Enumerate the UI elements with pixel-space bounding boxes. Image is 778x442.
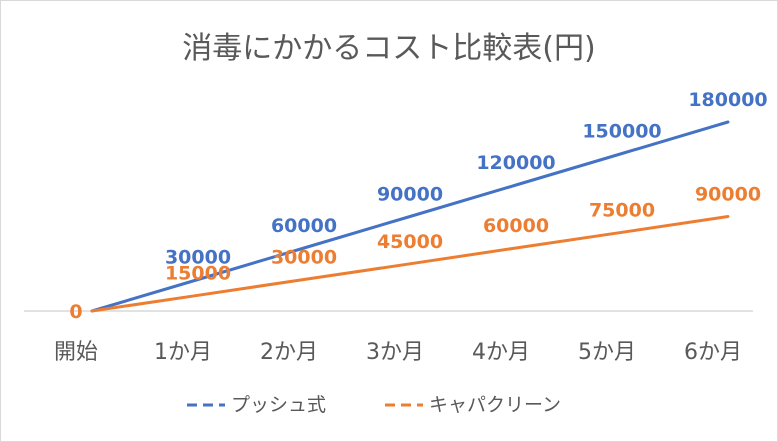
x-tick-label: 3か月: [366, 340, 424, 365]
data-label: 90000: [695, 184, 761, 206]
x-tick-label: 2か月: [260, 340, 318, 365]
data-label: 90000: [377, 184, 443, 206]
x-tick-label: 4か月: [472, 340, 530, 365]
series-group: [90, 120, 730, 313]
data-label: 0: [69, 301, 82, 323]
data-label: 120000: [476, 152, 555, 174]
data-label: 45000: [377, 231, 443, 253]
data-label: 60000: [271, 215, 337, 237]
x-axis-ticks: 開始 1か月 2か月 3か月 4か月 5か月 6か月: [54, 340, 742, 365]
chart-title: 消毒にかかるコスト比較表(円): [182, 31, 595, 66]
series-line-0: [90, 120, 730, 313]
legend-label-1: キャパクリーン: [429, 394, 561, 416]
x-tick-label: 6か月: [684, 340, 742, 365]
x-tick-label: 5か月: [578, 340, 636, 365]
legend: プッシュ式 キャパクリーン: [187, 394, 561, 416]
data-label: 30000: [165, 247, 231, 269]
series-line-1: [90, 215, 730, 313]
data-label: 150000: [582, 121, 661, 143]
data-label: 30000: [271, 247, 337, 269]
data-label: 15000: [165, 262, 231, 284]
data-labels: 0150003000045000600007500090000300006000…: [69, 89, 767, 323]
x-tick-label: 1か月: [154, 340, 212, 365]
x-tick-label: 開始: [54, 340, 98, 365]
data-label: 60000: [483, 215, 549, 237]
legend-label-0: プッシュ式: [231, 394, 326, 416]
data-label: 75000: [589, 199, 655, 221]
data-label: 180000: [688, 89, 767, 111]
